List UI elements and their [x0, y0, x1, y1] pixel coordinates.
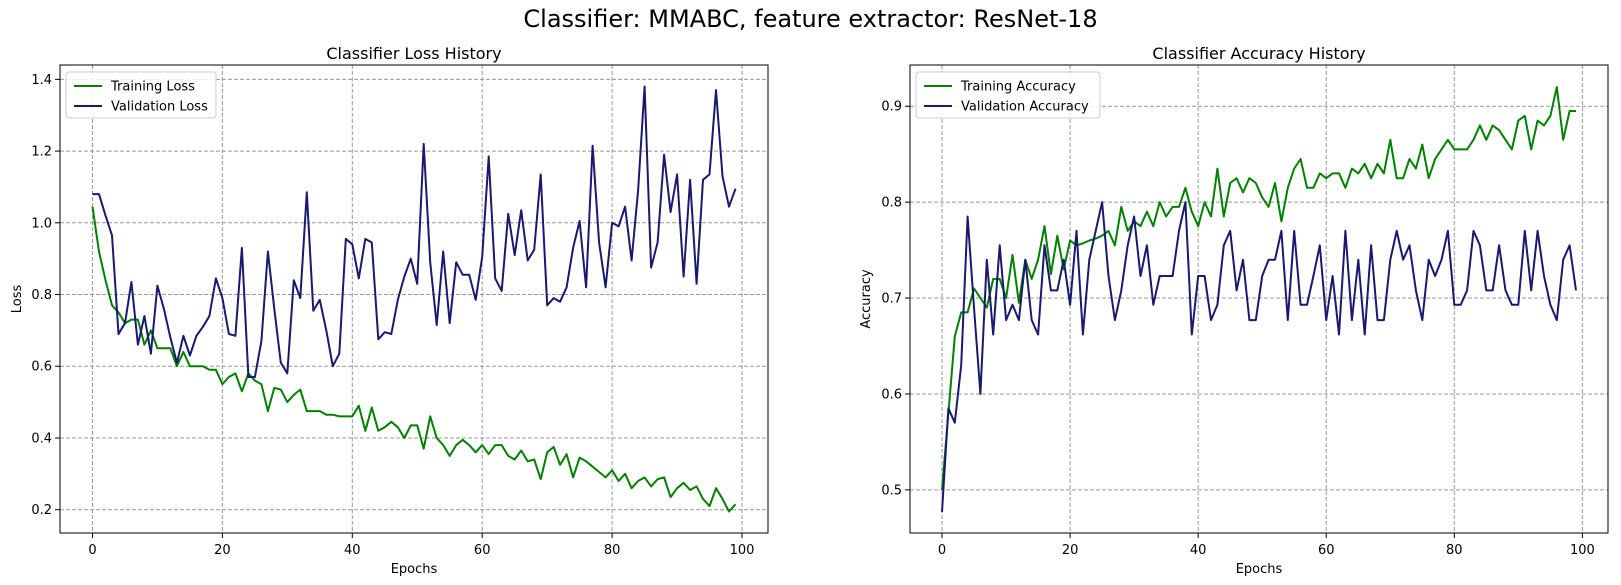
y-tick-label: 1.2 — [31, 145, 52, 160]
legend: Training Accuracy Validation Accuracy — [915, 71, 1101, 119]
plot-frame — [909, 64, 1609, 534]
y-tick-label: 1.0 — [31, 216, 52, 231]
legend: Training Loss Validation Loss — [65, 71, 217, 119]
x-tick-label: 0 — [938, 543, 946, 558]
accuracy-chart: 0 20 40 60 80 100 0.5 0.6 0.7 0.8 0.9 Classifier Ac… — [859, 44, 1609, 577]
chart-title: Classifier Accuracy History — [1152, 44, 1365, 63]
y-tick-label: 1.4 — [31, 73, 52, 88]
y-tick-label: 0.8 — [881, 196, 902, 211]
x-axis-label: Epochs — [1236, 562, 1283, 577]
x-tick-label: 100 — [1570, 543, 1595, 558]
legend-box — [65, 71, 217, 119]
series-line-validation — [941, 201, 1577, 512]
y-tick-label: 0.6 — [31, 360, 52, 375]
x-tick-label: 60 — [1318, 543, 1335, 558]
figure-title: Classifier: MMABC, feature extractor: Re… — [523, 5, 1098, 33]
y-tick-label: 0.6 — [881, 387, 902, 402]
legend-label: Validation Loss — [111, 100, 208, 115]
legend-box — [915, 71, 1101, 119]
x-tick-label: 80 — [1446, 543, 1463, 558]
legend-label: Training Accuracy — [960, 80, 1076, 95]
loss-chart: 0 20 40 60 80 100 0.2 0.4 0.6 0.8 1.0 1.2 1.4 Classif… — [10, 44, 769, 577]
y-tick-label: 0.8 — [31, 288, 52, 303]
x-tick-label: 40 — [1190, 543, 1207, 558]
x-tick-label: 60 — [474, 543, 491, 558]
x-tick-label: 100 — [730, 543, 755, 558]
y-axis-label: Loss — [10, 285, 25, 314]
y-axis-label: Accuracy — [859, 269, 874, 329]
y-tick-label: 0.9 — [881, 100, 902, 115]
x-tick-label: 0 — [88, 543, 96, 558]
legend-label: Training Loss — [110, 80, 195, 95]
legend-label: Validation Accuracy — [961, 100, 1089, 115]
y-tick-label: 0.5 — [881, 483, 902, 498]
y-tick-label: 0.4 — [31, 431, 52, 446]
y-tick-label: 0.7 — [881, 292, 902, 307]
plot-frame — [59, 64, 769, 534]
series-line-training — [941, 86, 1576, 490]
series-line-validation — [92, 85, 737, 378]
y-tick-label: 0.2 — [31, 503, 52, 518]
x-tick-label: 20 — [214, 543, 231, 558]
x-axis-label: Epochs — [391, 562, 438, 577]
x-tick-label: 80 — [604, 543, 621, 558]
x-tick-label: 20 — [1062, 543, 1079, 558]
x-tick-label: 40 — [344, 543, 361, 558]
chart-title: Classifier Loss History — [326, 44, 501, 63]
series-line-training — [91, 206, 737, 513]
